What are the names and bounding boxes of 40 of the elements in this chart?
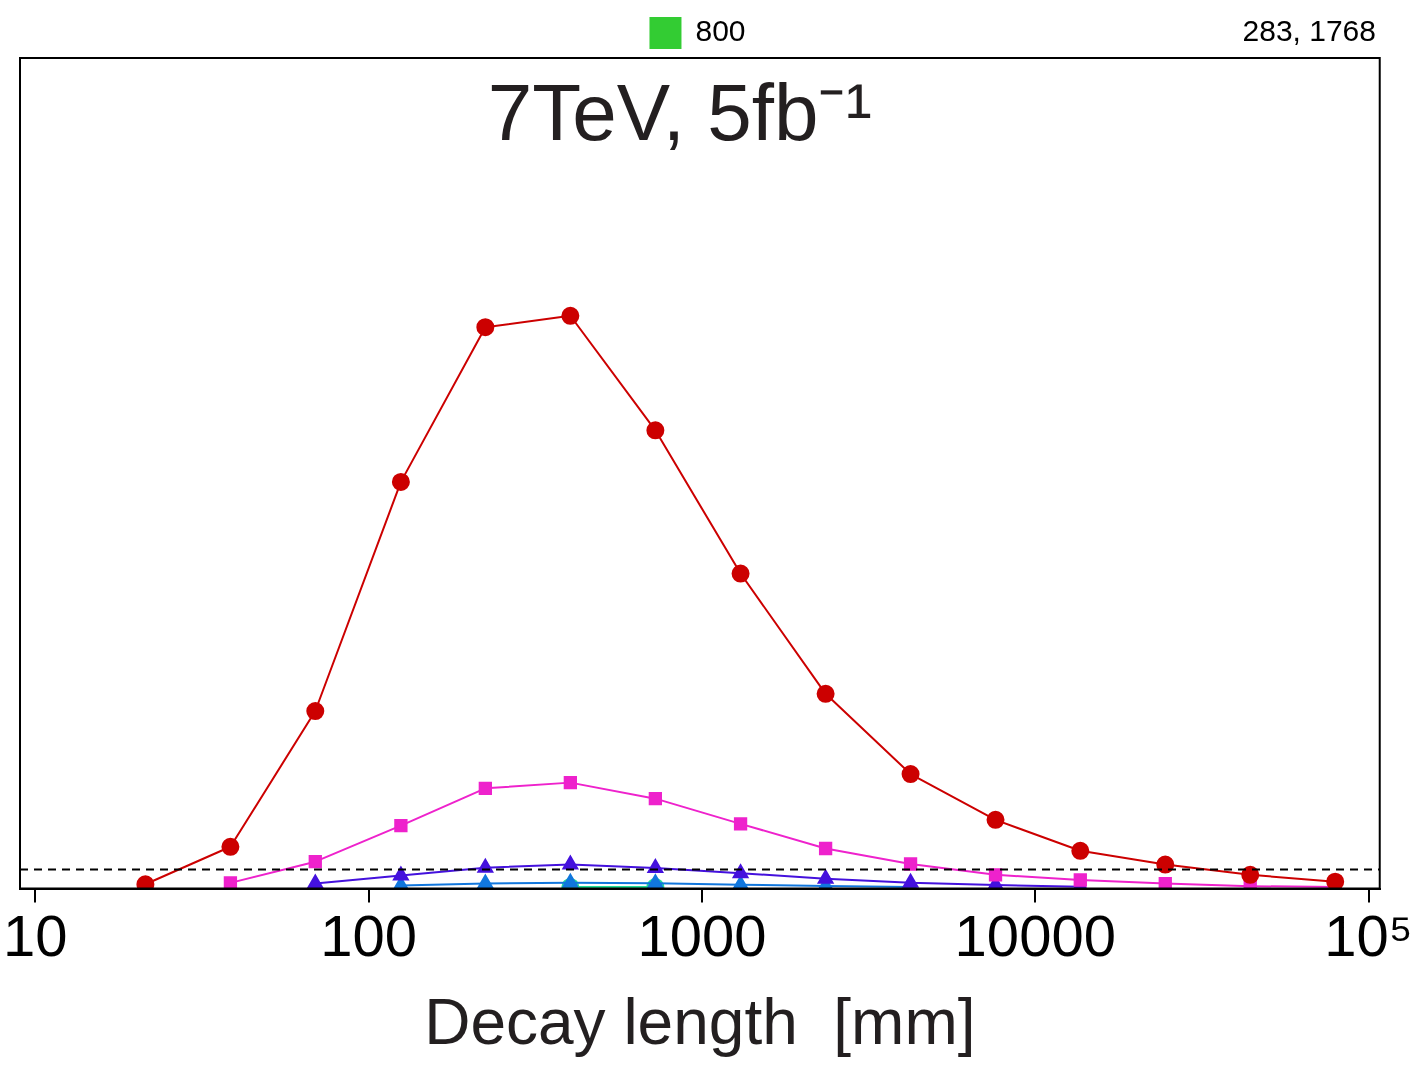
point xyxy=(306,702,325,721)
point xyxy=(1071,841,1090,860)
point xyxy=(476,318,495,337)
point xyxy=(561,306,580,325)
chart-title: 7TeV, 5fb⁻¹ xyxy=(487,68,873,158)
text: 283, 1768 xyxy=(1242,14,1376,48)
point xyxy=(1156,855,1175,874)
point xyxy=(816,684,835,703)
point xyxy=(732,864,749,879)
x-tick-label: 100 xyxy=(320,903,417,969)
point xyxy=(223,876,238,889)
point xyxy=(646,421,665,440)
point xyxy=(307,874,324,889)
point xyxy=(1326,872,1345,889)
point xyxy=(733,817,748,831)
point xyxy=(562,855,579,870)
point xyxy=(478,781,492,796)
legend-label: 800 xyxy=(695,14,746,48)
point xyxy=(817,869,834,884)
point xyxy=(986,810,1005,829)
point xyxy=(903,857,918,871)
point xyxy=(988,868,1003,882)
point xyxy=(308,855,322,869)
x-axis-title: Decay length [mm] xyxy=(424,986,976,1059)
point xyxy=(563,775,578,790)
point xyxy=(731,564,750,583)
point xyxy=(221,837,240,856)
point xyxy=(648,792,663,806)
point xyxy=(1158,876,1172,889)
point xyxy=(391,472,410,491)
point xyxy=(392,866,409,881)
point xyxy=(394,818,408,833)
x-tick-label: 10⁵ xyxy=(1324,903,1413,969)
point xyxy=(818,841,833,856)
x-tick-label: 10000 xyxy=(954,903,1116,969)
point xyxy=(1241,865,1260,884)
point xyxy=(477,874,494,889)
x-tick-label: 10 xyxy=(3,903,68,969)
x-tick-label: 1000 xyxy=(637,903,767,969)
point xyxy=(901,765,920,784)
